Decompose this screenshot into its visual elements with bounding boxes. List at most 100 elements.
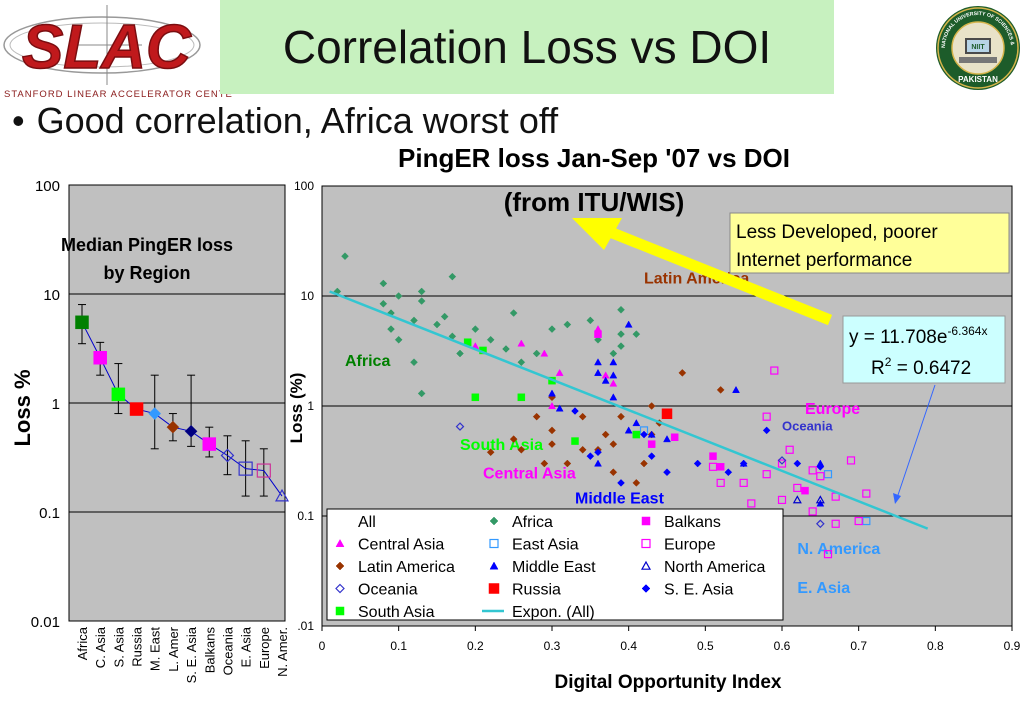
title-banner: Correlation Loss vs DOI xyxy=(220,0,834,94)
data-point xyxy=(647,402,656,410)
right-x-tick-label: 0.9 xyxy=(1004,639,1021,653)
left-x-tick-label: S. E. Asia xyxy=(184,626,199,683)
data-point xyxy=(578,412,587,421)
data-point xyxy=(486,335,495,344)
data-point xyxy=(456,349,464,358)
data-point xyxy=(815,519,825,529)
data-point xyxy=(739,478,748,487)
legend-label: Expon. (All) xyxy=(512,604,595,621)
data-point xyxy=(417,287,426,296)
legend-label: Latin America xyxy=(358,559,455,576)
right-x-tick-label: 0.8 xyxy=(927,639,944,653)
formula-r2: R2 = 0.6472 xyxy=(871,355,971,379)
data-point xyxy=(586,452,595,461)
data-point xyxy=(716,478,725,487)
bullet-text: Good correlation, Africa worst off xyxy=(36,100,559,141)
region-label: Middle East xyxy=(575,490,665,507)
legend-label: All xyxy=(358,514,376,531)
data-point xyxy=(854,516,863,526)
data-point xyxy=(777,456,787,465)
data-point xyxy=(410,358,418,367)
data-point xyxy=(670,433,679,441)
data-point xyxy=(708,462,718,471)
data-point xyxy=(532,412,541,421)
data-point xyxy=(617,479,625,487)
data-point xyxy=(471,325,480,333)
data-point xyxy=(770,366,779,375)
data-point xyxy=(609,393,618,401)
data-point xyxy=(594,459,602,467)
right-x-tick-label: 0.5 xyxy=(697,639,714,653)
left-median-point xyxy=(184,424,198,438)
data-point xyxy=(862,516,871,526)
data-point xyxy=(823,470,833,479)
legend-label: S. E. Asia xyxy=(664,582,733,599)
data-point xyxy=(640,430,648,439)
slac-logo-subtext: STANFORD LINEAR ACCELERATOR CENTER xyxy=(4,89,232,100)
left-y-tick-label: 100 xyxy=(35,178,60,195)
formula-r2-label: R xyxy=(871,358,885,379)
data-point xyxy=(624,426,633,434)
data-point xyxy=(777,459,787,468)
data-point xyxy=(594,448,602,457)
data-point xyxy=(509,309,518,317)
legend-label: Middle East xyxy=(512,559,596,576)
data-point xyxy=(785,445,794,454)
seal-center-text: NIIT xyxy=(971,44,985,51)
left-x-tick-label: Russia xyxy=(130,626,145,667)
region-label: Central Asia xyxy=(483,465,576,482)
legend-swatch xyxy=(488,583,500,594)
formula-r2-sup: 2 xyxy=(885,355,892,369)
data-point xyxy=(532,349,541,358)
data-point xyxy=(540,459,549,468)
left-annotation-line2: by Region xyxy=(103,263,190,283)
left-median-point xyxy=(220,448,235,463)
data-point xyxy=(594,335,602,344)
data-point xyxy=(617,342,625,351)
data-point xyxy=(647,440,656,448)
callout-line1: Less Developed, poorer xyxy=(736,222,938,243)
data-point xyxy=(617,330,625,339)
data-point xyxy=(831,519,840,528)
left-annotation-line1: Median PingER loss xyxy=(61,235,233,255)
right-x-tick-label: 0.7 xyxy=(850,639,867,653)
data-point xyxy=(762,426,771,435)
yellow-arrow xyxy=(572,218,833,326)
right-x-tick-label: 0.1 xyxy=(390,639,407,653)
data-point xyxy=(632,430,641,439)
data-point xyxy=(455,422,465,431)
left-x-tick-label: N. Amer. xyxy=(275,627,290,677)
legend-label: South Asia xyxy=(358,604,435,621)
data-point xyxy=(663,468,671,477)
region-label: Europe xyxy=(805,401,860,418)
formula-box: y = 11.708e-6.364x R2 = 0.6472 xyxy=(842,315,1006,504)
nust-seal: NATIONAL UNIVERSITY OF SCIENCES & TECHNO… xyxy=(935,2,1020,90)
left-median-point xyxy=(274,488,290,502)
legend-swatch xyxy=(641,516,651,526)
data-point xyxy=(387,325,395,333)
data-point xyxy=(793,459,802,468)
data-point xyxy=(341,252,349,261)
data-point xyxy=(517,445,526,454)
legend-label: East Asia xyxy=(512,537,579,554)
left-median-point xyxy=(202,437,217,451)
data-point xyxy=(433,320,441,329)
callout-line2: Internet performance xyxy=(736,250,912,271)
right-x-tick-label: 0.4 xyxy=(620,639,637,653)
data-point xyxy=(709,452,717,460)
data-point xyxy=(661,408,673,420)
left-x-tick-label: Oceania xyxy=(220,626,235,675)
data-point xyxy=(563,459,572,468)
data-point xyxy=(379,299,388,308)
data-point xyxy=(548,389,556,397)
data-point xyxy=(632,479,641,487)
data-point xyxy=(716,463,725,471)
left-median-point xyxy=(93,351,107,365)
data-point xyxy=(571,407,579,415)
left-x-tick-label: Africa xyxy=(75,626,90,660)
data-point xyxy=(440,312,449,321)
data-point xyxy=(394,292,403,300)
data-point xyxy=(739,459,748,468)
data-point xyxy=(609,379,618,387)
left-y-tick-label: 1 xyxy=(52,396,60,413)
